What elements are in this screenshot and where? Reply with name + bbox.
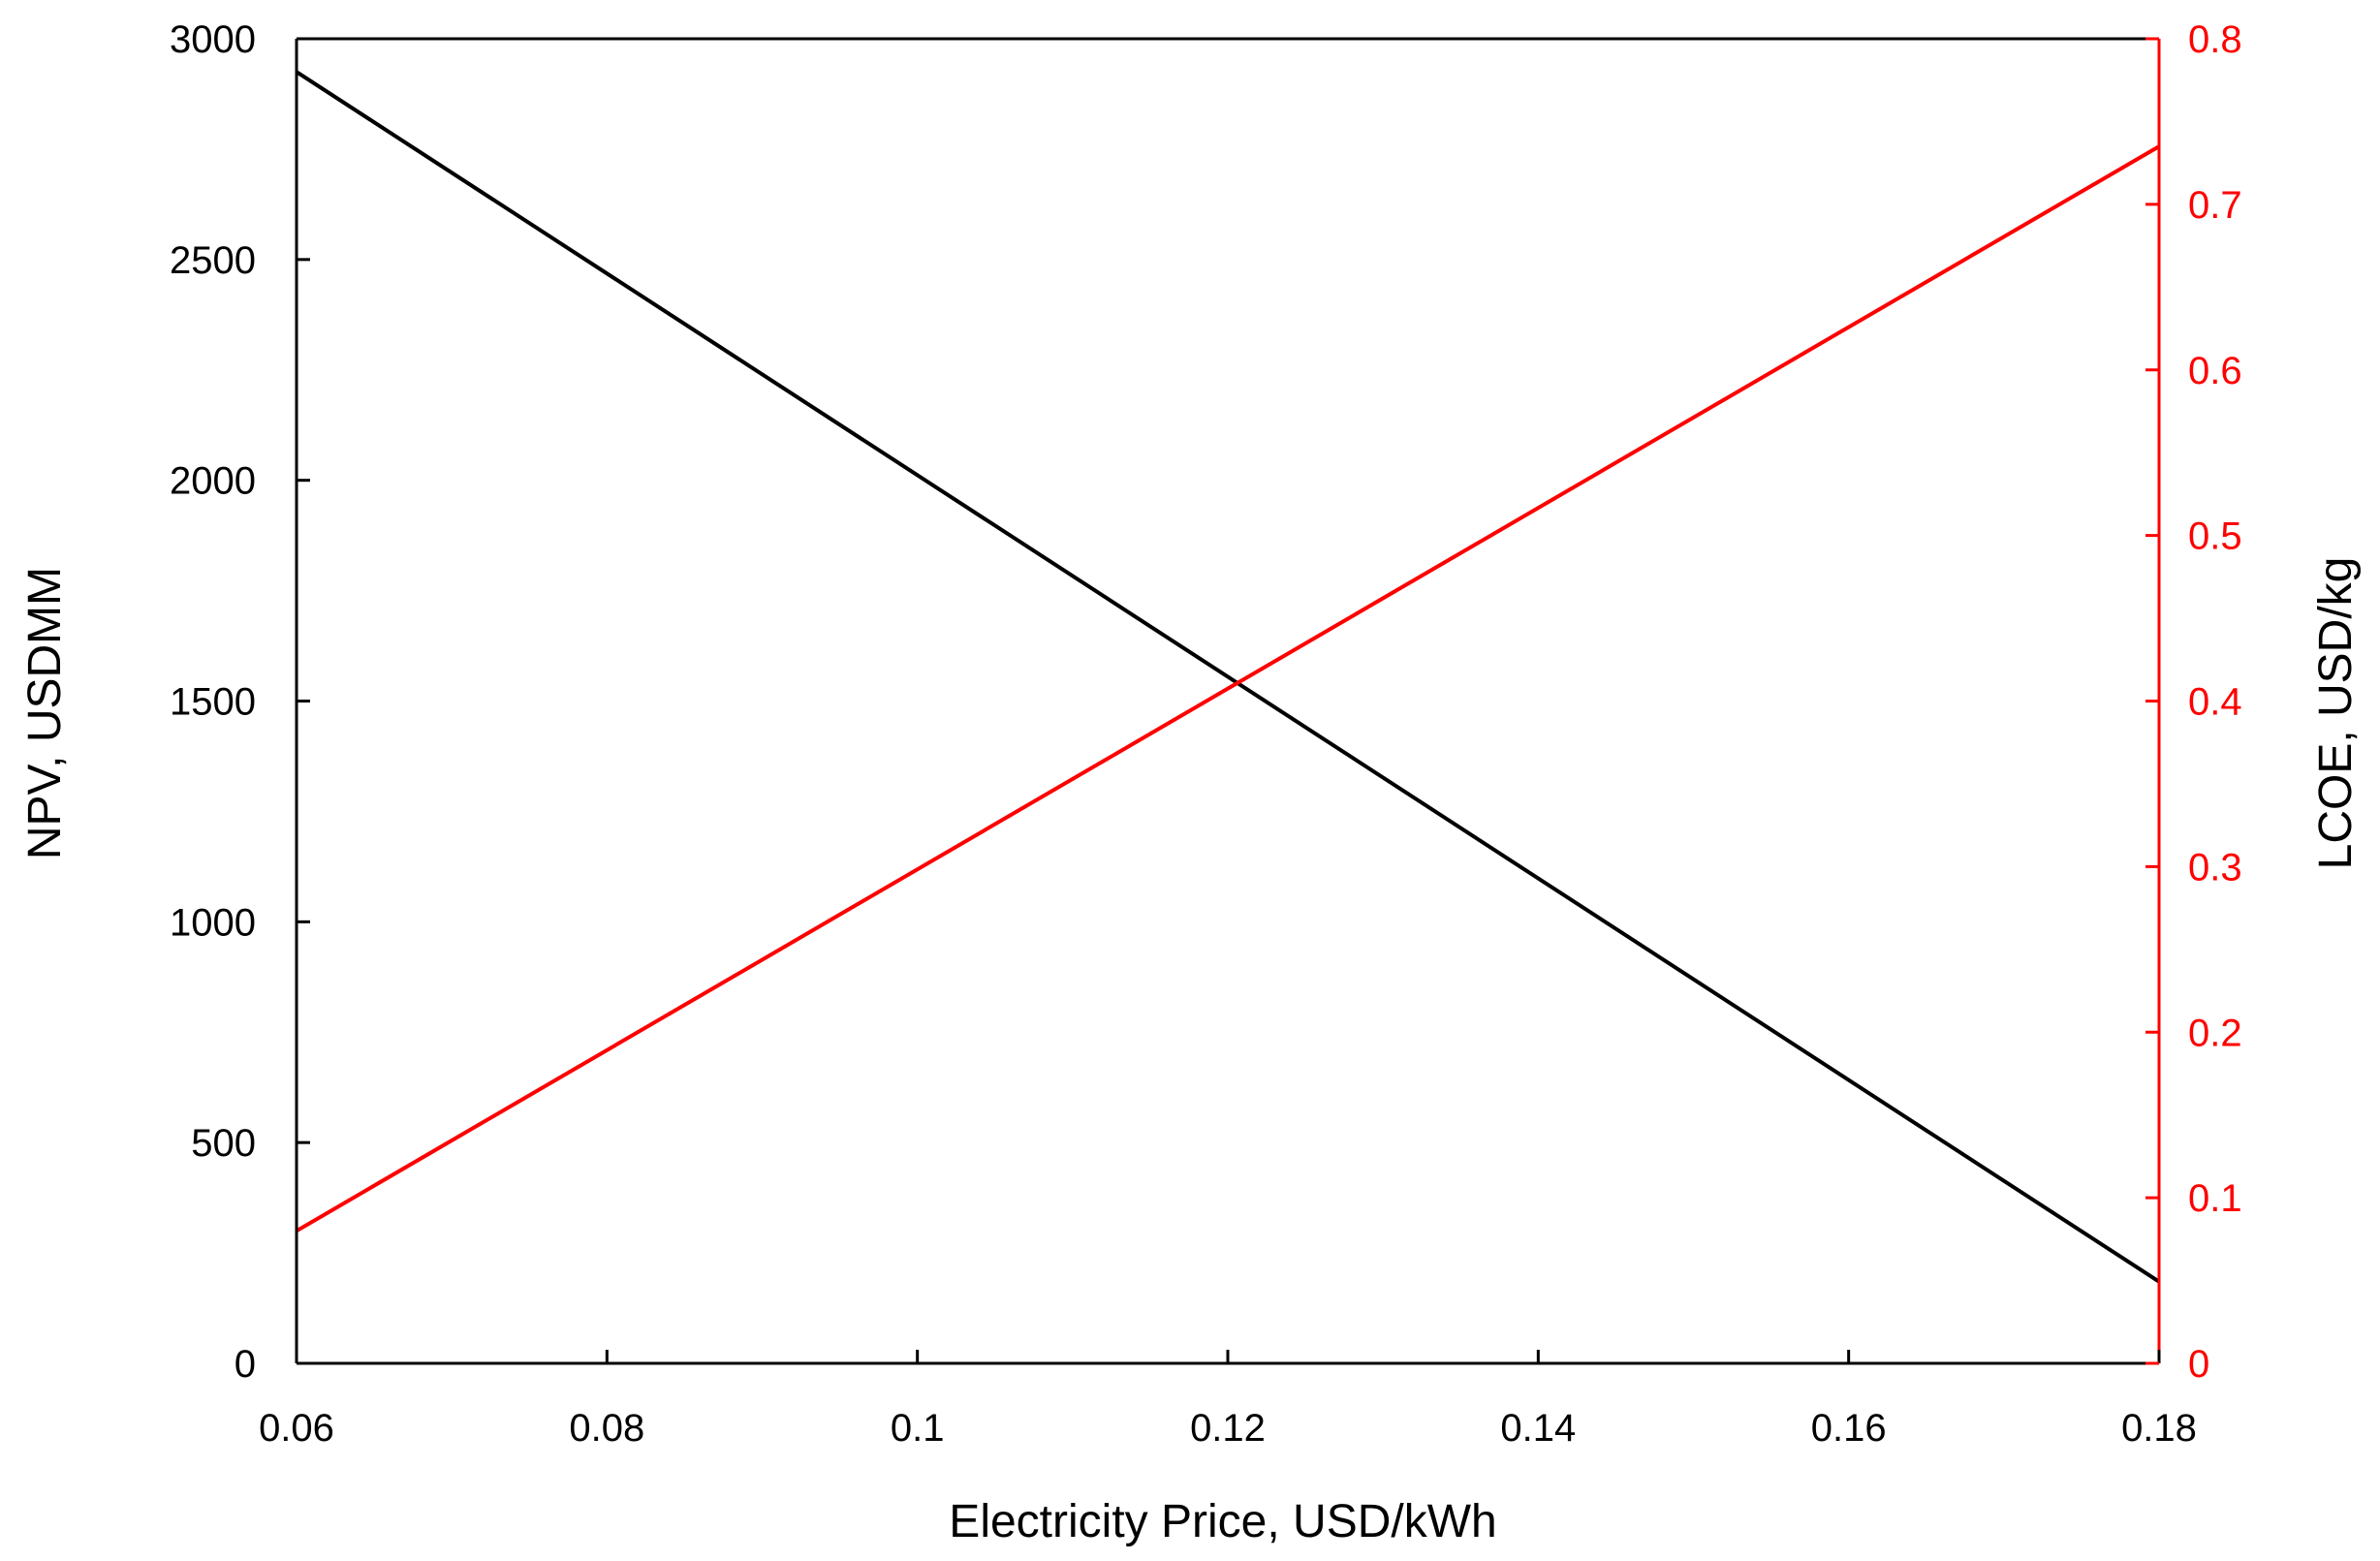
right-y-tick-label: 0.7 — [2188, 184, 2242, 227]
x-axis: 0.06 0.08 0.1 0.12 0.14 0.16 0.18 — [259, 1350, 2197, 1450]
left-y-tick-label: 1500 — [170, 681, 256, 724]
x-tick-label: 0.12 — [1190, 1407, 1266, 1450]
right-y-tick-label: 0.4 — [2188, 681, 2242, 724]
left-y-tick-label: 500 — [191, 1122, 256, 1165]
x-tick-label: 0.1 — [891, 1407, 945, 1450]
right-y-tick-label: 0.3 — [2188, 846, 2242, 889]
right-y-tick-label: 0.1 — [2188, 1177, 2242, 1220]
series-layer — [295, 70, 2161, 1284]
left-y-tick-label: 0 — [235, 1343, 256, 1386]
left-y-tick-label: 2000 — [170, 460, 256, 503]
x-tick-label: 0.08 — [569, 1407, 644, 1450]
left-y-tick-label: 2500 — [170, 239, 256, 282]
right-y-tick-label: 0.8 — [2188, 18, 2242, 61]
x-tick-label: 0.18 — [2121, 1407, 2197, 1450]
x-tick-label: 0.16 — [1811, 1407, 1887, 1450]
right-y-axis: 0 0.1 0.2 0.3 0.4 0.5 0.6 0.7 0.8 — [2145, 18, 2242, 1386]
x-tick-label: 0.06 — [259, 1407, 334, 1450]
lcoe-series-line — [295, 144, 2161, 1233]
npv-series-line — [295, 70, 2161, 1284]
right-y-axis-title: LCOE, USD/kg — [2310, 557, 2362, 870]
right-y-tick-label: 0 — [2188, 1343, 2209, 1386]
right-y-tick-label: 0.2 — [2188, 1012, 2242, 1054]
left-y-axis-title: NPV, USDMM — [19, 567, 71, 859]
right-y-tick-label: 0.5 — [2188, 515, 2242, 558]
x-axis-title: Electricity Price, USD/kWh — [949, 1496, 1496, 1547]
left-y-tick-label: 1000 — [170, 901, 256, 944]
right-y-tick-label: 0.6 — [2188, 350, 2242, 392]
left-y-tick-label: 3000 — [170, 18, 256, 61]
x-tick-label: 0.14 — [1500, 1407, 1576, 1450]
left-y-axis: 0 500 1000 1500 2000 2500 3000 — [170, 18, 310, 1386]
